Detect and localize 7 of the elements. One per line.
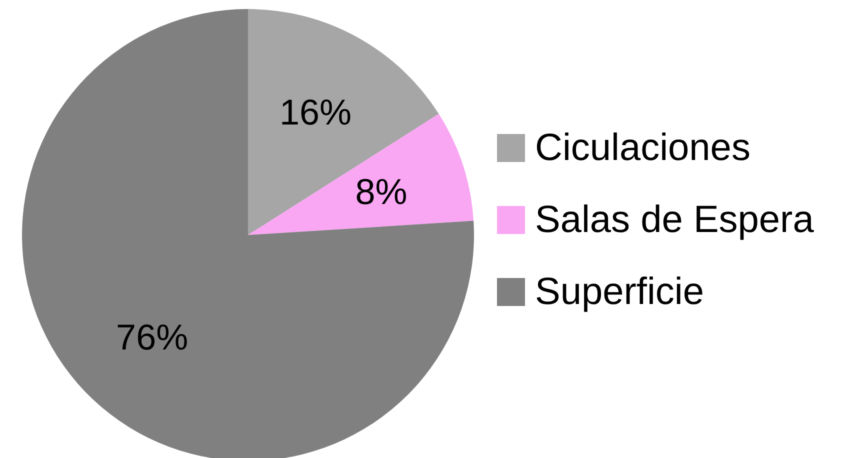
pie-slice [248,9,439,235]
legend-label: Salas de Espera [535,198,814,242]
data-label: 76% [116,316,188,358]
data-label: 16% [279,92,352,133]
legend-label: Superficie [535,270,704,314]
data-label: 8% [355,171,408,212]
legend-label: Ciculaciones [535,126,750,170]
